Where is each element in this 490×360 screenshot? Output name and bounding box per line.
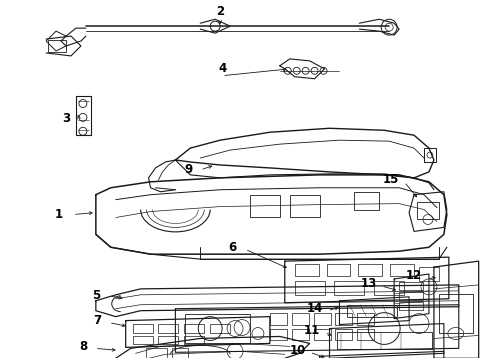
Bar xyxy=(336,329,352,341)
Bar xyxy=(133,337,152,345)
Bar xyxy=(146,348,168,360)
Text: 8: 8 xyxy=(79,340,87,353)
Bar xyxy=(158,324,178,333)
Bar xyxy=(133,324,152,333)
Bar xyxy=(374,281,404,295)
Bar xyxy=(290,195,319,216)
Bar xyxy=(357,329,374,341)
Text: 13: 13 xyxy=(361,278,377,291)
Bar xyxy=(48,40,66,52)
Text: 4: 4 xyxy=(218,62,226,75)
Bar xyxy=(314,329,331,341)
Bar xyxy=(327,358,432,360)
Text: 12: 12 xyxy=(406,270,422,283)
Text: 14: 14 xyxy=(306,302,323,315)
Text: 6: 6 xyxy=(228,241,236,254)
Text: 5: 5 xyxy=(92,289,100,302)
Bar xyxy=(399,292,423,300)
Bar xyxy=(270,329,287,341)
Bar xyxy=(338,332,432,349)
Bar xyxy=(250,195,280,216)
Bar xyxy=(390,264,414,276)
Text: 10: 10 xyxy=(290,344,306,357)
Text: 7: 7 xyxy=(93,314,101,327)
Bar xyxy=(335,281,365,295)
Bar xyxy=(184,324,204,333)
Bar xyxy=(347,305,397,317)
Bar xyxy=(158,337,178,345)
Bar xyxy=(336,313,352,325)
Bar xyxy=(326,264,350,276)
Bar xyxy=(270,313,287,325)
Bar xyxy=(292,329,309,341)
Bar xyxy=(172,348,188,360)
Bar xyxy=(417,202,439,220)
Text: 3: 3 xyxy=(62,112,70,125)
Bar xyxy=(399,282,423,290)
Text: 11: 11 xyxy=(303,324,320,337)
Bar xyxy=(399,302,423,310)
Bar xyxy=(424,148,436,162)
Text: 1: 1 xyxy=(55,208,63,221)
Bar xyxy=(292,313,309,325)
Text: 9: 9 xyxy=(184,163,193,176)
Bar xyxy=(210,324,230,333)
Bar xyxy=(185,314,250,343)
Bar xyxy=(439,294,473,333)
Text: 2: 2 xyxy=(216,5,224,18)
Bar xyxy=(354,192,379,210)
Bar xyxy=(357,313,374,325)
Bar xyxy=(419,267,439,281)
Bar xyxy=(294,264,319,276)
Bar xyxy=(184,337,204,345)
Text: 15: 15 xyxy=(383,173,399,186)
Bar xyxy=(358,264,382,276)
Bar xyxy=(294,281,324,295)
Bar xyxy=(314,313,331,325)
